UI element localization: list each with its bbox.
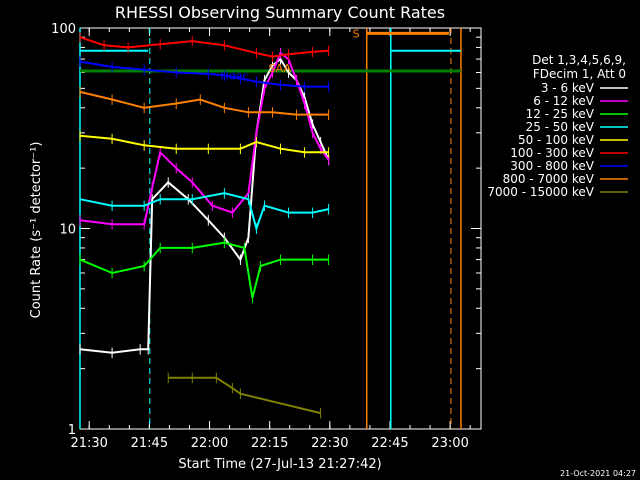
legend: Det 1,3,4,5,6,9, FDecim 1, Att 0 3 - 6 k… [487,53,628,199]
series-line [168,376,321,415]
date-stamp: 21-Oct-2021 04:27 [560,469,636,478]
x-tick-label: 22:30 [311,436,348,451]
y-axis-label: Count Rate (s⁻¹ detector⁻¹) [29,142,44,319]
annotation-label: SAA [268,62,291,75]
x-tick-label: 22:45 [371,436,408,451]
annotation-label: S [353,27,360,40]
series-line [79,134,329,154]
legend-entry-label: 3 - 6 keV [541,81,595,95]
y-tick-label: 10 [59,223,76,238]
legend-entry-label: 100 - 300 keV [510,146,594,160]
series-line [79,192,329,232]
series-line [79,51,330,226]
legend-entry-label: 12 - 25 keV [526,107,595,121]
x-axis-label: Start Time (27-Jul-13 21:27:42) [178,457,381,472]
x-tick-label: 23:00 [431,436,468,451]
series-line [79,241,329,299]
y-tick-label: 1 [68,423,76,438]
series-layer [79,32,330,419]
legend-entry-label: 300 - 800 keV [510,159,594,173]
legend-entry-label: 7000 - 15000 keV [487,185,594,199]
series-line [79,90,329,116]
legend-header-line-1: Det 1,3,4,5,6,9, [532,53,626,67]
legend-entry-label: 6 - 12 keV [533,94,595,108]
legend-entry-label: 25 - 50 keV [526,120,595,134]
annotations-layer: S SAA Hdec [220,27,359,82]
y-tick-label: 100 [51,22,76,37]
chart-title: RHESSI Observing Summary Count Rates [115,3,445,22]
x-tick-label: 22:15 [251,436,288,451]
legend-entry-label: 800 - 7000 keV [503,172,595,186]
x-tick-label: 22:00 [191,436,228,451]
annotation-label: Hdec [220,69,248,82]
legend-entry-label: 50 - 100 keV [518,133,595,147]
x-tick-label: 21:45 [131,436,168,451]
axis-ticks: 21:30 21:45 22:00 22:15 22:30 22:45 23:00 1 10 10… [51,22,481,451]
legend-header-line-2: FDecim 1, Att 0 [533,67,626,81]
x-tick-label: 21:30 [70,436,107,451]
